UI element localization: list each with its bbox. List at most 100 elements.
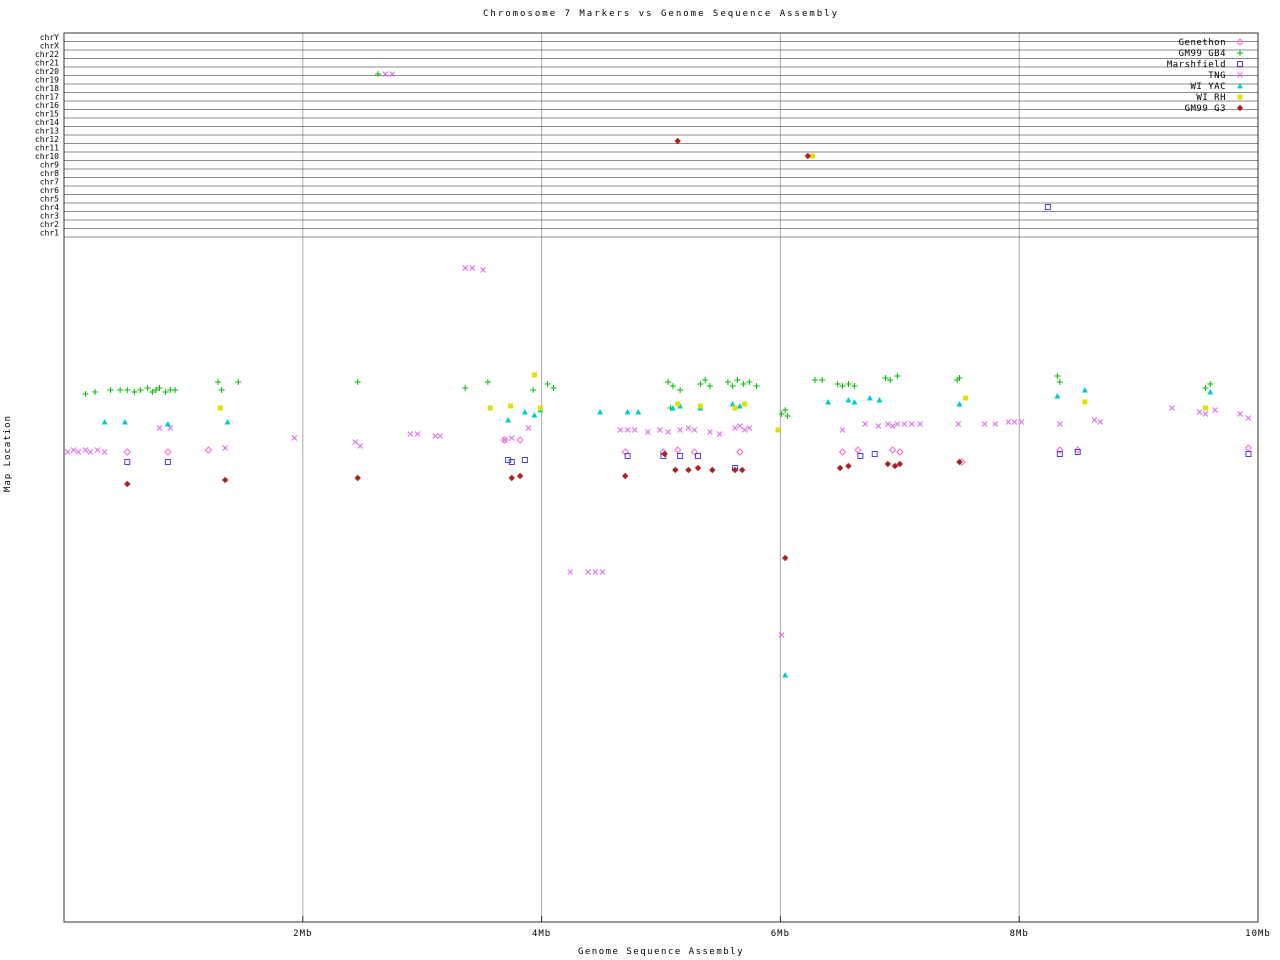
data-point	[521, 457, 528, 463]
data-point	[665, 429, 672, 435]
data-point	[131, 389, 138, 395]
data-point	[462, 385, 469, 391]
data-point	[685, 425, 692, 431]
data-point	[955, 421, 962, 427]
series-gm99-g3	[124, 137, 963, 562]
data-point	[674, 446, 682, 454]
data-point	[172, 387, 179, 393]
chromosome-label: chr21	[35, 58, 59, 67]
legend-entry: GM99 G3	[1185, 104, 1244, 114]
data-point	[707, 429, 713, 435]
data-point	[778, 411, 785, 417]
data-point	[775, 427, 781, 433]
data-point	[101, 419, 108, 425]
chromosome-band-lines	[64, 32, 1258, 238]
data-point	[222, 445, 229, 451]
data-point	[218, 387, 225, 393]
data-point	[1236, 104, 1244, 112]
data-point	[836, 464, 844, 472]
data-point	[1237, 72, 1243, 78]
data-point	[500, 436, 509, 444]
data-point	[215, 379, 222, 385]
data-point	[1207, 381, 1214, 387]
x-tick-label: 10Mb	[1245, 929, 1271, 939]
data-point	[896, 460, 903, 468]
data-point	[672, 466, 679, 474]
data-point	[624, 409, 631, 415]
chromosome-label: chr20	[35, 67, 59, 76]
data-point	[357, 443, 363, 449]
legend-entry: TNG	[1208, 71, 1243, 81]
series-wi-rh	[217, 153, 1208, 433]
data-point	[1091, 417, 1098, 423]
data-point	[729, 401, 736, 407]
chromosome-label: chr5	[40, 194, 59, 203]
data-point	[375, 71, 382, 77]
data-point	[661, 450, 668, 458]
data-point	[736, 448, 744, 456]
data-point	[742, 401, 748, 407]
data-point	[101, 449, 108, 455]
data-point	[884, 460, 892, 468]
data-point	[731, 466, 739, 474]
data-point	[851, 383, 858, 389]
data-point	[217, 405, 223, 411]
data-point	[516, 472, 524, 480]
chromosome-label: chr2	[40, 220, 59, 229]
data-point	[1245, 451, 1252, 457]
data-point	[508, 459, 515, 465]
legend-label: Marshfield	[1167, 60, 1226, 70]
chromosome-label: chr11	[35, 143, 59, 152]
data-point	[917, 421, 923, 427]
data-point	[1056, 421, 1063, 427]
data-point	[531, 412, 538, 418]
data-point	[675, 401, 681, 407]
data-point	[137, 387, 144, 393]
data-point	[164, 421, 171, 427]
data-point	[585, 569, 592, 575]
data-point	[1054, 393, 1061, 399]
data-point	[888, 446, 897, 454]
data-point	[508, 435, 515, 441]
chromosome-label: chr16	[35, 101, 59, 110]
data-point	[92, 389, 99, 395]
data-point	[149, 389, 156, 395]
data-point	[665, 379, 672, 385]
data-point	[784, 413, 791, 419]
data-point	[691, 427, 698, 433]
data-point	[981, 421, 988, 427]
legend-label: TNG	[1208, 71, 1226, 81]
data-point	[746, 425, 753, 431]
data-point	[956, 458, 963, 466]
data-point	[432, 433, 439, 439]
data-point	[1018, 419, 1025, 425]
data-point	[690, 448, 699, 456]
data-point	[382, 71, 389, 77]
data-point	[956, 375, 963, 381]
data-point	[908, 421, 915, 427]
x-tick-label: 2Mb	[293, 929, 312, 939]
data-point	[706, 383, 713, 389]
data-point	[352, 439, 359, 445]
data-point	[839, 427, 846, 433]
data-point	[885, 421, 891, 427]
data-point	[123, 448, 131, 456]
data-point	[156, 385, 163, 391]
chromosome-label: chr19	[35, 75, 59, 84]
data-point	[956, 401, 963, 407]
data-point	[656, 427, 663, 433]
data-point	[75, 449, 82, 455]
data-point	[1207, 389, 1214, 395]
chromosome-label: chrX	[40, 41, 59, 50]
data-point	[875, 423, 882, 429]
data-point	[669, 405, 676, 411]
data-point	[778, 632, 785, 638]
legend-label: WI YAC	[1190, 82, 1226, 92]
data-point	[734, 377, 741, 383]
chromosome-label: chr1	[40, 228, 59, 237]
data-point	[741, 427, 748, 433]
data-point	[484, 379, 491, 385]
chromosome-label: chr3	[40, 211, 59, 220]
